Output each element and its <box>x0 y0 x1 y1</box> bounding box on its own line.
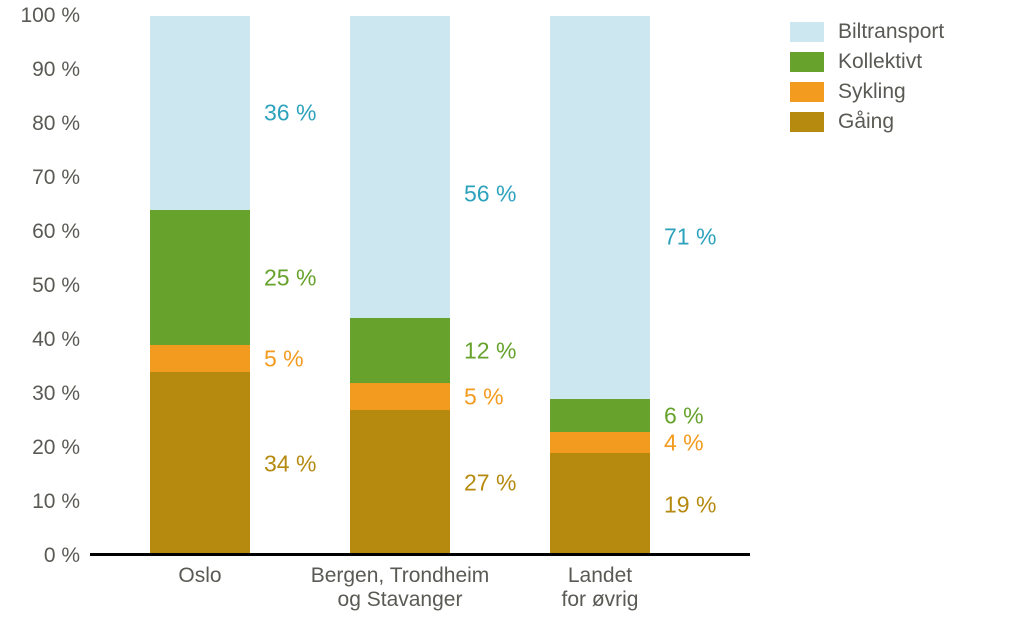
segment-kollektivt <box>350 318 450 383</box>
y-tick-label: 80 % <box>32 112 90 136</box>
data-label-gaing: 27 % <box>464 470 516 497</box>
y-tick-label: 30 % <box>32 382 90 406</box>
plot-area: 0 %10 %20 %30 %40 %50 %60 %70 %80 %90 %1… <box>90 16 750 556</box>
legend-label: Kollektivt <box>838 50 922 74</box>
data-label-gaing: 19 % <box>664 491 716 518</box>
legend-item-sykling: Sykling <box>790 80 944 104</box>
legend-item-gaing: Gåing <box>790 110 944 134</box>
y-tick-label: 10 % <box>32 490 90 514</box>
data-label-kollektivt: 25 % <box>264 264 316 291</box>
data-label-biltransport: 36 % <box>264 100 316 127</box>
legend-label: Biltransport <box>838 20 944 44</box>
segment-kollektivt <box>550 399 650 431</box>
data-label-kollektivt: 12 % <box>464 337 516 364</box>
legend-swatch-kollektivt <box>790 52 824 72</box>
data-label-kollektivt: 6 % <box>664 402 704 429</box>
x-label-landet: Landet for øvrig <box>500 556 700 612</box>
bar-landet: 19 % 4 %6 % 71 % <box>550 16 750 556</box>
stacked-bar-chart: 0 % 10 % 20 % 30 % 40 % 50 % 60 % 70 % 80 % 90 % 1… <box>0 0 1024 629</box>
segment-gaing <box>550 453 650 556</box>
legend-swatch-gaing <box>790 112 824 132</box>
data-label-biltransport: 56 % <box>464 181 516 208</box>
bar-oslo: 34 % 5 % 25 % 36 % <box>150 16 350 556</box>
y-tick-label: 90 % <box>32 58 90 82</box>
segment-kollektivt <box>150 210 250 345</box>
segment-biltransport <box>150 16 250 210</box>
data-label-sykling: 5 % <box>264 345 304 372</box>
bar-bts: 27 % 5 % 12 % 56 % <box>350 16 550 556</box>
legend-swatch-sykling <box>790 82 824 102</box>
y-tick-label: 50 % <box>32 274 90 298</box>
x-label-bts: Bergen, Trondheim og Stavanger <box>300 556 500 612</box>
data-label-sykling: 5 % <box>464 383 504 410</box>
y-tick-label: 100 % <box>20 4 90 28</box>
y-tick-label: 20 % <box>32 436 90 460</box>
legend-swatch-biltransport <box>790 22 824 42</box>
legend-item-kollektivt: Kollektivt <box>790 50 944 74</box>
legend-label: Gåing <box>838 110 894 134</box>
data-label-biltransport: 71 % <box>664 224 716 251</box>
segment-sykling <box>350 383 450 410</box>
segment-biltransport <box>350 16 450 318</box>
data-label-sykling: 4 % <box>664 429 704 456</box>
legend: Biltransport Kollektivt Sykling Gåing <box>790 20 944 140</box>
y-tick-label: 0 % <box>44 544 90 568</box>
y-tick-label: 70 % <box>32 166 90 190</box>
segment-biltransport <box>550 16 650 399</box>
segment-sykling <box>550 432 650 454</box>
segment-gaing <box>150 372 250 556</box>
y-tick-label: 60 % <box>32 220 90 244</box>
segment-sykling <box>150 345 250 372</box>
y-tick-label: 40 % <box>32 328 90 352</box>
x-label-oslo: Oslo <box>100 556 300 588</box>
segment-gaing <box>350 410 450 556</box>
legend-item-biltransport: Biltransport <box>790 20 944 44</box>
legend-label: Sykling <box>838 80 906 104</box>
data-label-gaing: 34 % <box>264 451 316 478</box>
